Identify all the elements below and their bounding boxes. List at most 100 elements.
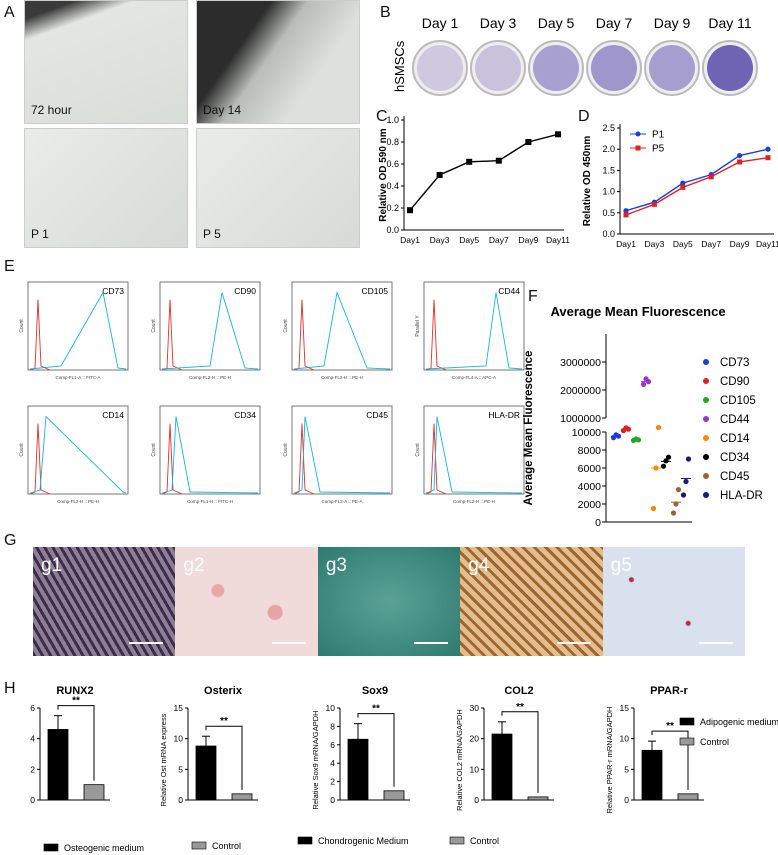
y-tick-label: 1.5 [602, 165, 615, 175]
legend-marker [703, 492, 709, 498]
y-tick-label: 5 [624, 764, 629, 774]
legend-swatch [679, 717, 695, 726]
b-day-label: Day 1 [422, 15, 459, 31]
y-tick-label: 10 [620, 734, 630, 744]
panel-label-b: B [380, 4, 391, 21]
histogram-x-label: Comp-FL2-H :: PE-H [453, 499, 495, 504]
y-tick-label: 10 [326, 703, 336, 713]
significance-marker: ** [220, 716, 228, 727]
legend-swatch [449, 836, 465, 845]
legend-marker [703, 454, 709, 460]
legend-entry: Adipogenic medium [700, 717, 778, 727]
histogram-x-label: Comp-FL1-A :: FITC-A [55, 375, 100, 380]
histogram-x-label: Comp-FL2-A :: PE-A [321, 499, 362, 504]
histogram-y-label: Count [283, 443, 289, 457]
scale-bar [129, 642, 164, 644]
data-point [737, 152, 743, 159]
bar [347, 738, 369, 801]
legend-swatch [191, 841, 207, 850]
significance-bracket [651, 730, 689, 790]
stain-label: g4 [468, 555, 490, 576]
y-tick-label: 20 [470, 734, 480, 744]
data-point [660, 463, 667, 469]
y-tick-label: 2000000 [560, 385, 601, 397]
panel-label-g: G [4, 532, 17, 549]
legend-swatch [43, 843, 59, 852]
y-tick-label: 4000 [578, 481, 602, 493]
bar [527, 796, 549, 801]
y-tick-label: 2000 [578, 499, 602, 511]
x-tick-label: Day3 [430, 235, 450, 245]
marker-histogram [425, 416, 523, 494]
legend-entry: CD90 [720, 376, 749, 388]
bar [641, 749, 663, 801]
y-tick-label: 2 [30, 764, 35, 774]
legend-entry: Osteogenic medium [64, 843, 144, 853]
legend-marker [635, 131, 641, 137]
y-tick-label: 0 [30, 795, 35, 805]
micrograph-label: 72 hour [31, 103, 72, 117]
histogram-y-label: Parallel Y [415, 315, 421, 337]
x-tick-label: Day7 [701, 239, 721, 249]
legend-entry: Control [212, 841, 241, 851]
histogram-y-label: Count [415, 443, 421, 457]
b-day-label: Day 9 [654, 15, 691, 31]
data-point [680, 492, 687, 498]
legend-marker [703, 397, 709, 403]
x-tick-label: Day1 [616, 239, 636, 249]
y-tick-label: 6 [330, 740, 335, 750]
data-point [708, 174, 714, 180]
isotype-histogram [29, 299, 51, 371]
bar [383, 790, 405, 801]
y-tick-label: 2 [330, 777, 335, 787]
data-point [525, 139, 532, 145]
stain-label: g2 [183, 555, 205, 576]
isotype-histogram [293, 299, 315, 371]
data-point [675, 487, 682, 493]
marker-histogram [293, 290, 391, 370]
scale-bar [556, 642, 591, 644]
stain-label: g3 [325, 555, 347, 576]
y-tick-label: 8 [330, 721, 335, 731]
histogram-frame [159, 405, 261, 495]
data-point [651, 201, 657, 207]
legend-marker [703, 378, 709, 384]
chart-title: Osterix [204, 685, 243, 697]
legend-marker [703, 435, 709, 441]
significance-bracket [501, 711, 539, 793]
series-line [409, 133, 559, 211]
scale-bar [699, 642, 734, 644]
marker-histogram [161, 292, 259, 370]
marker-label: CD14 [102, 410, 124, 420]
isotype-histogram [161, 423, 183, 495]
data-point [640, 381, 647, 387]
data-point [655, 424, 662, 431]
y-tick-label: 0.6 [386, 159, 399, 169]
y-tick-label: 4 [330, 758, 335, 768]
chart-title: PPAR-r [650, 685, 688, 697]
data-point [765, 146, 771, 152]
scale-bar [414, 642, 449, 644]
marker-histogram [293, 416, 391, 494]
y-tick-label: 0.5 [602, 208, 615, 218]
isotype-histogram [425, 423, 447, 495]
marker-label: HLA-DR [488, 410, 520, 420]
bar [491, 733, 513, 801]
histogram-x-label: Comp-FL2-H :: PE-H [321, 375, 363, 380]
x-tick-label: Day11 [546, 235, 570, 245]
y-tick-label: 4 [30, 734, 35, 744]
y-tick-label: 0.0 [386, 225, 399, 235]
data-point [680, 184, 686, 190]
marker-histogram [29, 291, 127, 370]
legend-marker [703, 473, 709, 479]
marker-histogram [425, 292, 523, 370]
bar [195, 745, 217, 801]
x-tick-label: Day3 [644, 239, 664, 249]
panel-label-h: H [4, 680, 16, 697]
data-point [495, 157, 502, 164]
panel-label-d: D [578, 108, 590, 125]
stain-label: g5 [610, 555, 632, 576]
histogram-y-label: Count [19, 319, 25, 333]
marker-histogram [29, 415, 127, 494]
histogram-x-label: Comp-FL4-A :: APC-A [452, 375, 496, 380]
